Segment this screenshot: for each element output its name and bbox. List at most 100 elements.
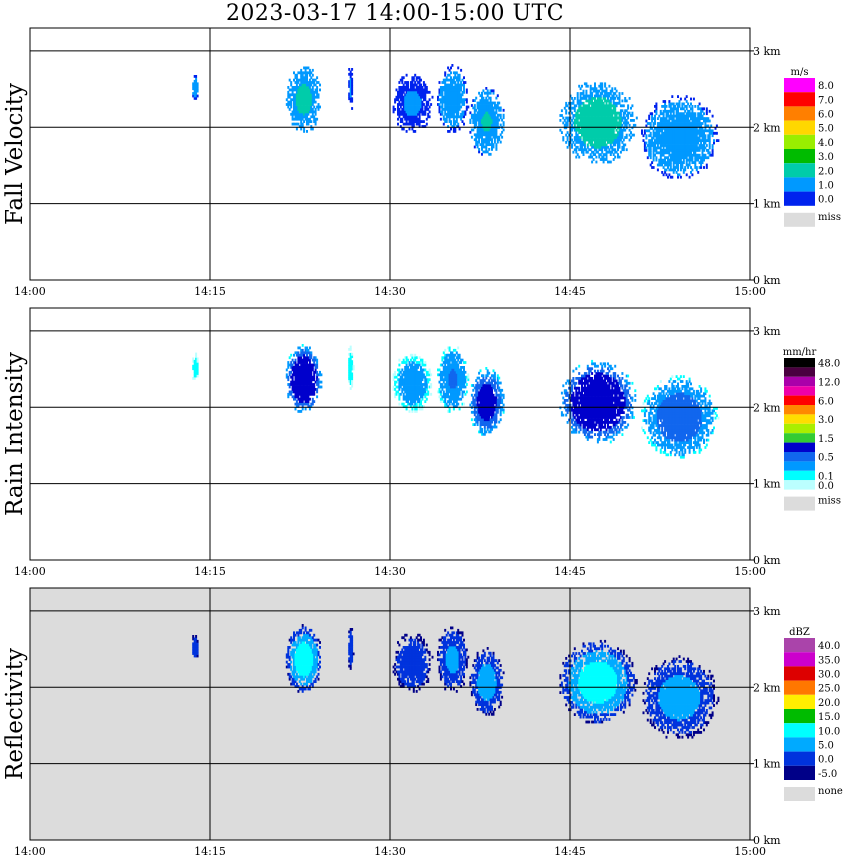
echo-pixel <box>493 376 496 380</box>
echo-pixel <box>316 375 319 379</box>
echo-pixel <box>668 161 671 164</box>
echo-pixel <box>300 410 303 413</box>
echo-pixel <box>439 112 442 116</box>
echo-pixel <box>609 145 612 149</box>
echo-pixel <box>582 143 585 147</box>
echo-pixel <box>669 127 672 130</box>
echo-pixel <box>695 156 698 160</box>
echo-pixel <box>499 413 502 417</box>
echo-pixel <box>486 374 489 378</box>
echo-pixel <box>599 104 602 108</box>
echo-pixel <box>475 123 478 127</box>
echo-pixel <box>483 108 486 112</box>
echo-pixel <box>572 114 575 117</box>
echo-pixel <box>698 112 701 116</box>
echo-pixel <box>408 105 411 109</box>
echo-pixel <box>424 400 427 403</box>
echo-pixel <box>648 151 651 155</box>
echo-pixel <box>287 366 290 369</box>
echo-pixel <box>664 151 667 155</box>
echo-pixel <box>591 101 594 105</box>
echo-pixel <box>349 77 352 81</box>
echo-pixel <box>691 117 694 120</box>
echo-pixel <box>609 92 612 95</box>
echo-pixel <box>481 128 483 132</box>
echo-pixel <box>301 73 304 77</box>
echo-pixel <box>695 158 698 162</box>
echo-pixel <box>612 101 615 105</box>
echo-pixel <box>694 139 697 142</box>
echo-pixel <box>602 119 605 122</box>
echo-pixel <box>581 111 583 115</box>
echo-pixel <box>441 108 444 111</box>
echo-pixel <box>483 145 486 149</box>
echo-pixel <box>425 385 428 389</box>
echo-pixel <box>489 423 492 426</box>
echo-pixel <box>285 103 288 106</box>
echo-pixel <box>425 108 428 111</box>
echo-pixel <box>585 126 588 130</box>
echo-pixel <box>715 139 718 142</box>
echo-pixel <box>588 133 591 137</box>
echo-pixel <box>193 367 196 371</box>
echo-pixel <box>598 153 601 156</box>
echo-pixel <box>632 123 635 127</box>
echo-pixel <box>585 119 588 122</box>
echo-pixel <box>463 100 465 104</box>
echo-pixel <box>478 108 481 112</box>
echo-pixel <box>442 98 445 102</box>
echo-pixel <box>306 373 308 377</box>
echo-pixel <box>300 103 303 106</box>
echo-pixel <box>605 145 608 149</box>
echo-pixel <box>694 149 697 152</box>
echo-pixel <box>478 133 481 137</box>
echo-pixel <box>690 114 692 118</box>
echo-pixel <box>664 129 667 133</box>
echo-pixel <box>310 353 313 357</box>
echo-pixel <box>430 103 433 106</box>
echo-pixel <box>627 121 630 125</box>
echo-pixel <box>495 135 498 139</box>
echo-pixel <box>619 133 622 137</box>
echo-pixel <box>483 432 486 436</box>
echo-pixel <box>576 133 579 137</box>
echo-pixel <box>595 114 598 117</box>
echo-pixel <box>294 73 297 77</box>
echo-pixel <box>631 111 634 115</box>
echo-pixel <box>297 395 300 399</box>
echo-pixel <box>608 148 611 152</box>
echo-pixel <box>668 173 671 177</box>
echo-pixel <box>605 111 608 115</box>
echo-pixel <box>575 430 578 434</box>
echo-pixel <box>687 134 690 138</box>
echo-pixel <box>592 114 595 117</box>
echo-pixel <box>467 378 470 382</box>
echo-pixel <box>604 141 607 144</box>
echo-pixel <box>607 104 609 108</box>
echo-pixel <box>679 131 682 135</box>
echo-pixel <box>604 123 607 127</box>
echo-pixel <box>602 145 605 149</box>
echo-pixel <box>300 71 303 75</box>
echo-pixel <box>399 93 402 97</box>
echo-pixel <box>582 126 585 130</box>
echo-pixel <box>475 133 478 137</box>
echo-pixel <box>705 117 708 120</box>
echo-pixel <box>298 346 301 350</box>
echo-pixel <box>612 141 615 144</box>
echo-pixel <box>679 134 682 138</box>
echo-pixel <box>614 150 617 154</box>
echo-pixel <box>672 107 675 111</box>
echo-pixel <box>295 351 298 355</box>
echo-pixel <box>690 112 692 116</box>
echo-pixel <box>659 136 662 140</box>
echo-pixel <box>687 136 690 140</box>
echo-pixel <box>668 153 671 157</box>
echo-pixel <box>452 122 455 126</box>
echo-pixel <box>598 99 601 103</box>
echo-pixel <box>601 109 604 113</box>
echo-pixel <box>290 93 293 97</box>
echo-pixel <box>293 366 295 369</box>
echo-pixel <box>652 144 655 147</box>
echo-pixel <box>303 86 306 89</box>
